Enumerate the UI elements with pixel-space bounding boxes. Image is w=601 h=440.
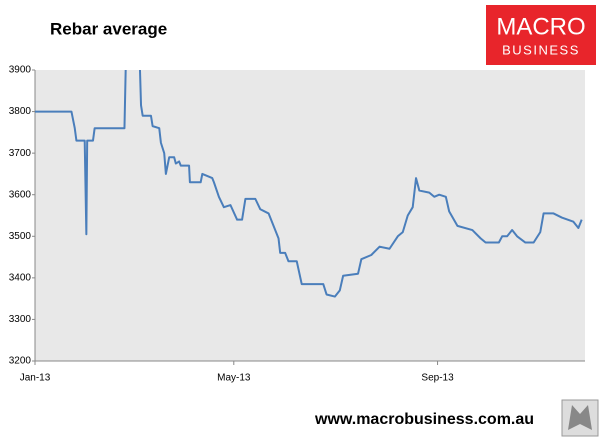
line-series (35, 70, 583, 298)
y-tick-label: 3300 (9, 314, 32, 325)
y-tick-label: 3600 (9, 189, 32, 200)
x-tick-label: Sep-13 (421, 373, 454, 384)
x-tick-label: May-13 (217, 373, 251, 384)
y-tick-label: 3800 (9, 106, 32, 117)
wolf-icon (561, 399, 599, 437)
footer-url: www.macrobusiness.com.au (314, 411, 534, 428)
chart-title: Rebar average (50, 19, 167, 38)
logo-line1: MACRO (496, 13, 585, 40)
logo-line2: BUSINESS (502, 42, 580, 57)
y-tick-label: 3200 (9, 356, 32, 367)
x-tick-label: Jan-13 (20, 373, 51, 384)
y-tick-label: 3500 (9, 231, 32, 242)
y-tick-label: 3900 (9, 65, 32, 76)
logo-box (486, 5, 596, 65)
plot-area (35, 70, 585, 361)
y-tick-label: 3400 (9, 272, 32, 283)
y-tick-label: 3700 (9, 148, 32, 159)
